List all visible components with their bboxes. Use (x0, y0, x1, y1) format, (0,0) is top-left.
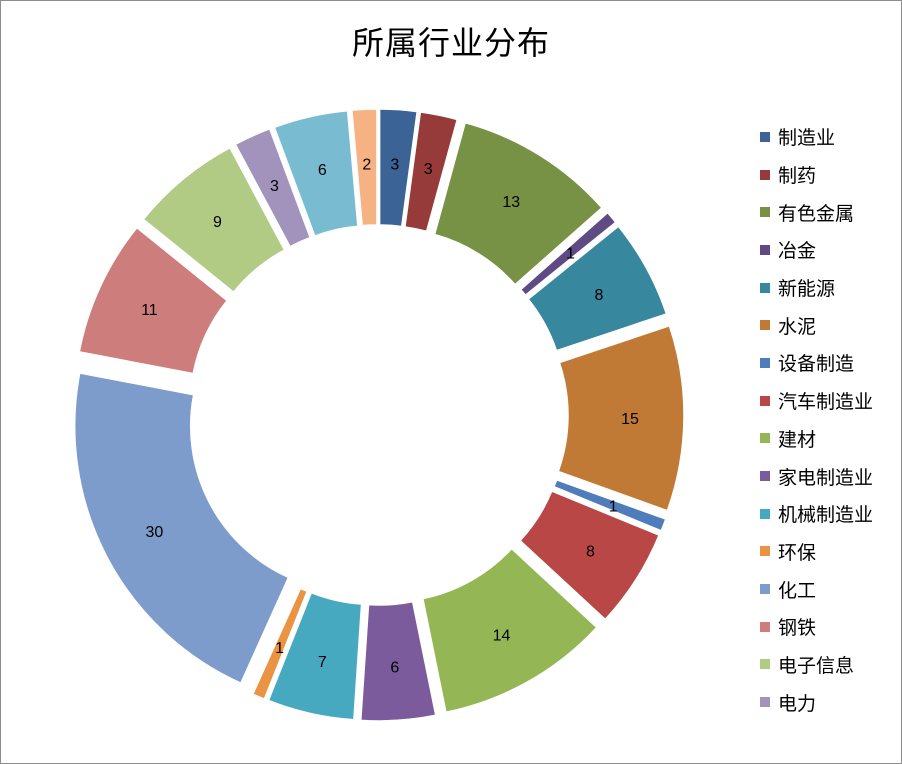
legend-entry: 建材 (760, 420, 873, 458)
donut-slice (351, 108, 378, 227)
legend-label: 制造业 (778, 127, 836, 150)
data-label: 15 (621, 411, 639, 428)
legend-entry: 电力 (760, 683, 873, 721)
legend-swatch (760, 508, 770, 519)
legend-swatch (760, 395, 770, 406)
legend-swatch (760, 433, 770, 444)
legend-entry: 电子信息 (760, 646, 873, 684)
legend-entry: 制造业 (760, 118, 873, 156)
legend-label: 化工 (778, 579, 817, 602)
legend-entry: 设备制造 (760, 344, 873, 382)
legend-label: 制药 (778, 165, 817, 188)
legend-entry: 化工 (760, 570, 873, 608)
legend-entry: 机械制造业 (760, 495, 873, 533)
legend-label: 新能源 (778, 278, 836, 301)
legend-label: 有色金属 (778, 202, 855, 225)
data-label: 8 (586, 544, 595, 561)
legend-label: 水泥 (778, 315, 817, 338)
legend-swatch (760, 320, 770, 331)
legend-entry: 汽车制造业 (760, 382, 873, 420)
donut-slice (273, 109, 359, 237)
donut-slice (421, 547, 598, 714)
legend-swatch (760, 546, 770, 557)
legend-swatch (760, 357, 770, 368)
legend-label: 汽车制造业 (778, 391, 874, 414)
data-label: 2 (362, 156, 371, 173)
legend-entry: 环保 (760, 533, 873, 571)
donut-slice (142, 146, 286, 294)
donut-slice (557, 324, 685, 512)
legend-entry: 新能源 (760, 269, 873, 307)
legend-label: 钢铁 (778, 617, 817, 640)
legend-label: 电力 (778, 692, 817, 715)
donut-slice (73, 372, 290, 685)
donut-slice (519, 211, 617, 297)
legend-label: 家电制造业 (778, 466, 874, 489)
legend-entry: 水泥 (760, 306, 873, 344)
data-label: 6 (318, 162, 327, 179)
legend-label: 电子信息 (778, 654, 855, 677)
legend-swatch (760, 282, 770, 293)
chart-title: 所属行业分布 (351, 24, 550, 62)
legend-entry: 家电制造业 (760, 457, 873, 495)
legend-entry: 钢铁 (760, 608, 873, 646)
data-label: 3 (270, 178, 279, 195)
legend-swatch (760, 584, 770, 595)
legend-swatch (760, 471, 770, 482)
legend-entry: 冶金 (760, 231, 873, 269)
data-label: 13 (502, 194, 520, 211)
legend-label: 冶金 (778, 240, 817, 263)
legend-label: 建材 (778, 428, 817, 451)
data-label: 11 (141, 302, 158, 319)
data-label: 1 (609, 499, 618, 516)
legend-swatch (760, 207, 770, 218)
donut-slice (267, 591, 363, 721)
donut-slice (251, 587, 309, 701)
legend-swatch (760, 621, 770, 632)
legend-entry: 有色金属 (760, 193, 873, 231)
data-label: 9 (213, 214, 222, 231)
donut-slice (359, 600, 437, 722)
donut-slice (378, 108, 419, 228)
donut-slice (433, 121, 603, 286)
legend-label: 机械制造业 (778, 504, 874, 527)
donut-slice (527, 225, 668, 352)
data-label: 30 (145, 524, 163, 541)
legend-label: 环保 (778, 541, 817, 564)
legend-label: 设备制造 (778, 353, 855, 376)
legend-swatch (760, 244, 770, 255)
data-label: 7 (318, 654, 327, 671)
data-label: 6 (390, 659, 399, 676)
legend-swatch (760, 131, 770, 142)
data-label: 3 (390, 157, 399, 174)
data-label: 14 (493, 628, 511, 645)
donut-slice (404, 111, 459, 233)
donut-slice (78, 226, 229, 375)
data-label: 1 (566, 245, 575, 262)
legend-entry: 制药 (760, 156, 873, 194)
legend-swatch (760, 697, 770, 708)
legend-swatch (760, 659, 770, 670)
donut-slice (552, 478, 667, 532)
data-label: 3 (424, 161, 433, 178)
donut-slice (519, 490, 661, 621)
donut-slice (234, 127, 312, 248)
legend-swatch (760, 169, 770, 180)
data-label: 8 (595, 287, 604, 304)
legend: 制造业制药有色金属冶金新能源水泥设备制造汽车制造业建材家电制造业机械制造业环保化… (760, 118, 873, 721)
data-label: 1 (275, 640, 284, 657)
